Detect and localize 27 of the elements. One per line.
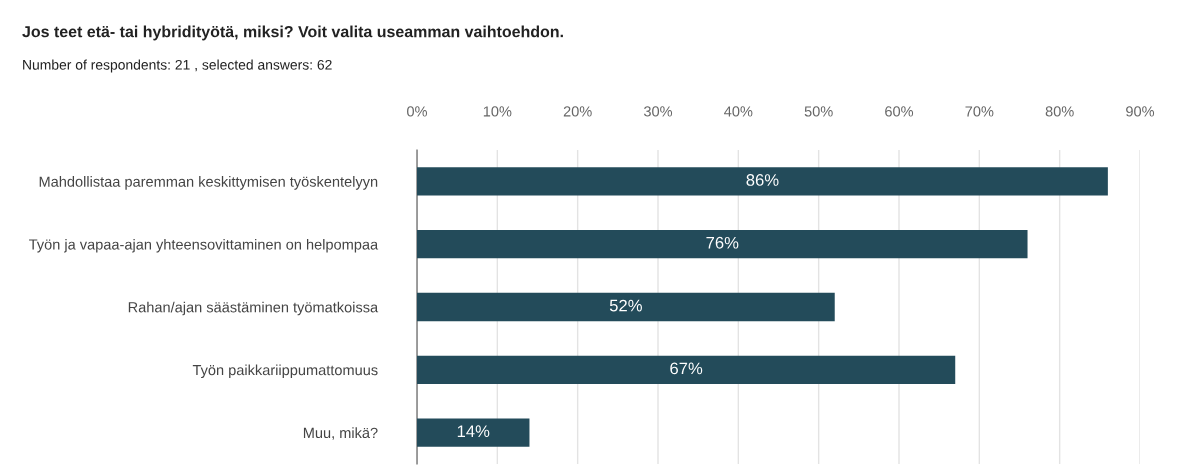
bar	[417, 167, 1108, 196]
y-tick-label: Mahdollistaa paremman keskittymisen työskentelyyn	[39, 176, 378, 190]
bar	[417, 292, 835, 322]
y-tick-label: Muu, mikä?	[303, 427, 378, 440]
x-tick-label: 70%	[965, 106, 994, 117]
y-tick-label: Rahan/ajan säästäminen työmatkoissa	[128, 301, 379, 316]
data-label: 76%	[706, 236, 739, 249]
bar	[417, 418, 530, 447]
x-tick-label: 60%	[885, 106, 914, 117]
x-tick-label: 50%	[804, 106, 833, 117]
x-tick-label: 30%	[643, 106, 673, 117]
x-tick-label: 80%	[1045, 106, 1074, 117]
x-tick-label: 20%	[563, 106, 592, 117]
y-tick-label: Työn ja vapaa-ajan yhteensovittaminen on helpompaa	[29, 238, 379, 253]
data-label: 14%	[457, 425, 490, 438]
data-label: 52%	[609, 299, 642, 312]
chart-title: Jos teet etä- tai hybridityötä, miksi? Voit valita useamman vaihtoehdon.	[22, 25, 563, 41]
data-label: 67%	[670, 362, 703, 375]
x-tick-label: 10%	[483, 106, 512, 117]
text: Number of respondents: 21 , selected answers: 62	[23, 59, 332, 73]
bar	[417, 355, 956, 384]
x-tick-label: 90%	[1126, 106, 1155, 117]
data-label: 86%	[746, 174, 779, 186]
bar	[417, 230, 1028, 259]
x-tick-label: 0%	[407, 106, 428, 117]
y-tick-label: Työn paikkariippumattomuus	[192, 364, 378, 379]
x-tick-label: 40%	[724, 106, 753, 117]
